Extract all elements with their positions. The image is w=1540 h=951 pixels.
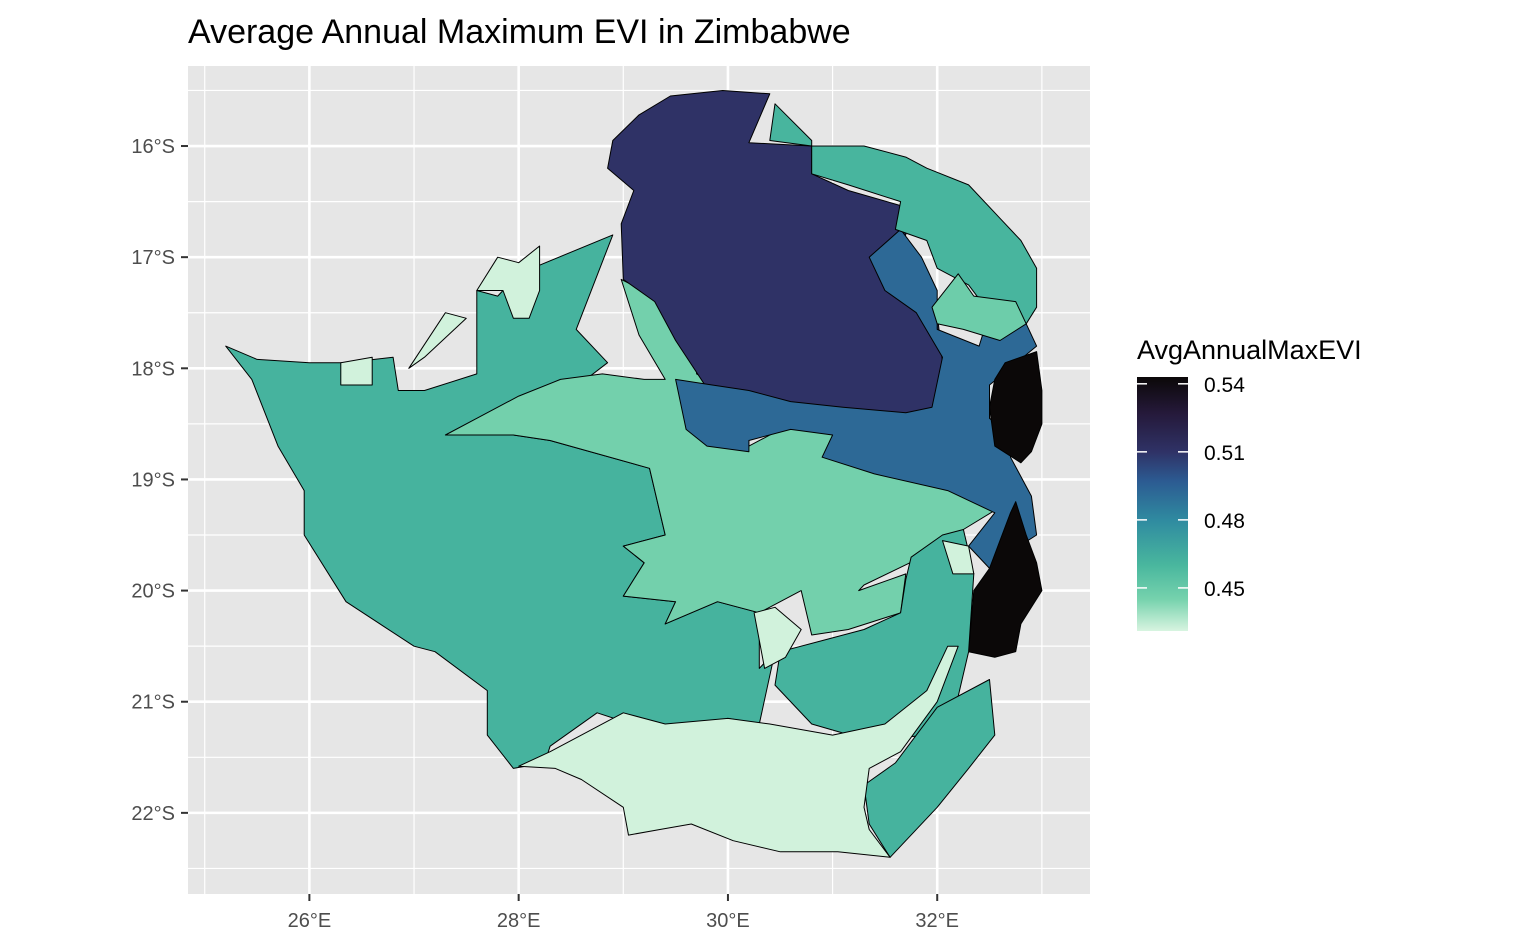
y-tick-label: 20°S bbox=[131, 581, 175, 603]
y-tick-label: 22°S bbox=[131, 803, 175, 825]
map-region bbox=[753, 606, 802, 669]
legend-label: 0.45 bbox=[1204, 578, 1245, 601]
map-region bbox=[769, 103, 1038, 325]
y-tick-label: 21°S bbox=[131, 692, 175, 714]
legend-label: 0.48 bbox=[1204, 510, 1245, 533]
legend: AvgAnnualMaxEVI 0.54 0.51 0.48 0.45 bbox=[1137, 335, 1362, 631]
legend-label: 0.54 bbox=[1204, 374, 1245, 397]
y-tick-label: 19°S bbox=[131, 469, 175, 491]
chart-title: Average Annual Maximum EVI in Zimbabwe bbox=[188, 13, 851, 51]
y-tick-label: 16°S bbox=[131, 136, 175, 158]
x-axis: 26°E 28°E 30°E 32°E bbox=[288, 894, 959, 932]
map-region bbox=[989, 351, 1043, 464]
x-tick-label: 32°E bbox=[915, 910, 959, 932]
x-tick-label: 30°E bbox=[706, 910, 750, 932]
map-region bbox=[968, 501, 1043, 658]
legend-title: AvgAnnualMaxEVI bbox=[1137, 335, 1362, 365]
y-axis: 16°S 17°S 18°S 19°S 20°S 21°S 22°S bbox=[131, 136, 188, 825]
y-tick-label: 18°S bbox=[131, 358, 175, 380]
map-region bbox=[942, 540, 975, 575]
map-region bbox=[476, 245, 541, 319]
map-region bbox=[408, 312, 467, 369]
x-tick-label: 28°E bbox=[497, 910, 541, 932]
map-region bbox=[931, 273, 1027, 341]
legend-colorbar bbox=[1137, 377, 1188, 631]
legend-ticks: 0.54 0.51 0.48 0.45 bbox=[1137, 374, 1245, 601]
y-tick-label: 17°S bbox=[131, 247, 175, 269]
map-regions bbox=[225, 90, 1043, 858]
map-region bbox=[863, 679, 996, 858]
map-region bbox=[340, 356, 373, 386]
legend-label: 0.51 bbox=[1204, 442, 1245, 465]
map-region bbox=[518, 645, 959, 858]
x-tick-label: 26°E bbox=[288, 910, 332, 932]
